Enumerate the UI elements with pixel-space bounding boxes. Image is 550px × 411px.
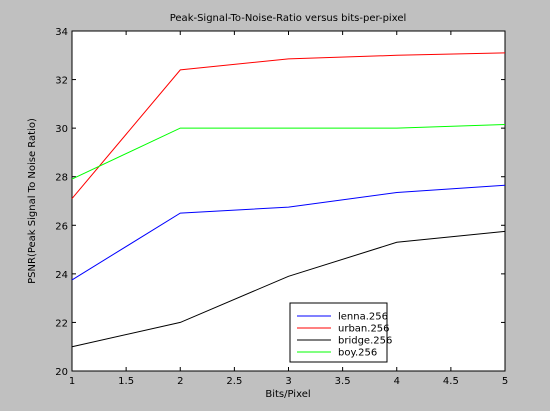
x-tick-label: 3.5 [335,376,351,387]
x-axis-label: Bits/Pixel [265,389,310,400]
y-tick-label: 30 [55,124,68,135]
chart-title: Peak-Signal-To-Noise-Ratio versus bits-p… [170,13,407,24]
series-line-boy-256 [71,124,506,180]
series-line-urban-256 [71,52,506,199]
legend-label: boy.256 [338,348,377,359]
legend-label: urban.256 [338,324,390,335]
legend-label: bridge.256 [338,336,392,347]
y-tick-label: 28 [55,173,68,184]
y-tick-label: 22 [55,318,68,329]
y-tick-label: 32 [55,76,68,87]
series-line-lenna-256 [71,184,506,281]
y-tick-label: 20 [55,367,68,378]
x-tick-label: 1.5 [118,376,134,387]
x-tick-label: 4 [394,376,400,387]
series-line-bridge-256 [71,230,506,348]
y-tick-label: 34 [55,27,68,38]
x-tick-label: 3 [285,376,291,387]
y-axis-label: PSNR(Peak Signal To Noise Ratio) [27,118,38,284]
plot-area [71,30,506,372]
y-tick-label: 24 [55,270,68,281]
series-lines [71,52,506,348]
x-tick-label: 2 [177,376,183,387]
y-tick-label: 26 [55,221,68,232]
x-tick-label: 4.5 [443,376,459,387]
legend-label: lenna.256 [338,312,388,323]
x-tick-label: 5 [502,376,508,387]
x-tick-label: 1 [69,376,75,387]
x-tick-label: 2.5 [226,376,242,387]
axis-ticks: 1 1.5 2 2.5 3 3.5 4 4.5 5 20 22 24 26 28 30 32 34 [55,27,508,387]
